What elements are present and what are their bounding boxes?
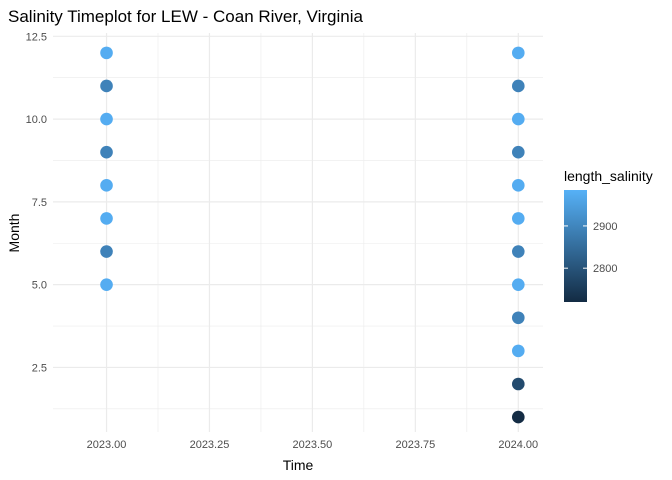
x-tick-label: 2023.25 [190,439,230,451]
data-point [511,377,525,391]
data-point [511,145,525,159]
data-point [100,46,113,60]
data-point [511,311,525,325]
data-point [100,145,113,159]
data-point [511,179,525,192]
legend-tick-label: 2900 [593,221,617,233]
data-point [511,278,525,291]
data-point [511,245,525,258]
data-point [511,344,525,358]
data-point [511,212,525,225]
data-point [100,179,113,192]
data-point [100,278,113,291]
y-tick-label: 2.5 [32,362,47,374]
data-point [511,112,525,126]
x-axis-ticks: 2023.00 2023.25 2023.50 2023.75 2024.00 [87,439,539,451]
x-tick-label: 2023.00 [87,439,127,451]
color-legend: length_salinity 2800 2900 [564,168,653,302]
legend-tick-label: 2800 [593,263,617,275]
grid-lines [53,33,543,432]
y-tick-label: 10.0 [26,114,47,126]
y-tick-label: 5.0 [32,280,47,292]
data-points [100,46,525,424]
x-tick-label: 2023.50 [293,439,333,451]
x-axis-title: Time [283,457,314,473]
y-axis-ticks: 2.5 5.0 7.5 10.0 12.5 [26,31,47,374]
data-point [100,79,113,93]
data-point [100,112,113,126]
x-tick-label: 2024.00 [498,439,538,451]
y-tick-label: 7.5 [32,197,47,209]
colorbar [564,190,587,302]
chart-title: Salinity Timeplot for LEW - Coan River, … [8,7,363,26]
data-point [100,245,113,258]
x-tick-label: 2023.75 [395,439,435,451]
y-tick-label: 12.5 [26,31,47,43]
data-point [511,410,525,424]
data-point [100,212,113,225]
legend-title: length_salinity [564,168,653,184]
y-axis-title: Month [6,214,22,253]
data-point [511,79,525,93]
data-point [511,46,525,60]
